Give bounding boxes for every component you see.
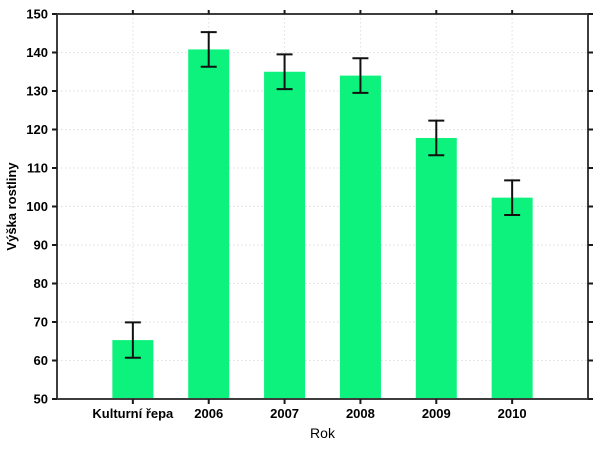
y-tick-label: 90 [34, 238, 48, 253]
bar [188, 49, 230, 400]
y-tick-label: 100 [26, 199, 48, 214]
y-tick-label: 50 [34, 392, 48, 407]
y-tick-label: 130 [26, 84, 48, 99]
y-tick-label: 110 [27, 161, 48, 176]
y-axis-title: Výška rostliny [4, 162, 19, 251]
x-tick-label: 2010 [498, 406, 527, 421]
y-tick-label: 140 [26, 45, 48, 60]
x-tick-label: 2009 [422, 406, 451, 421]
y-tick-label: 120 [26, 122, 48, 137]
y-tick-label: 60 [34, 353, 48, 368]
x-tick-label: 2008 [346, 406, 375, 421]
bar [339, 75, 381, 399]
bar [415, 137, 457, 399]
bar [264, 71, 306, 399]
y-tick-label: 70 [34, 315, 48, 330]
y-tick-label: 80 [34, 276, 48, 291]
x-axis-title: Rok [310, 425, 336, 441]
y-tick-label: 150 [26, 7, 48, 22]
x-tick-label: 2007 [270, 406, 299, 421]
x-tick-label: Kulturní řepa [92, 406, 174, 421]
bar [491, 197, 533, 399]
x-tick-label: 2006 [194, 406, 223, 421]
